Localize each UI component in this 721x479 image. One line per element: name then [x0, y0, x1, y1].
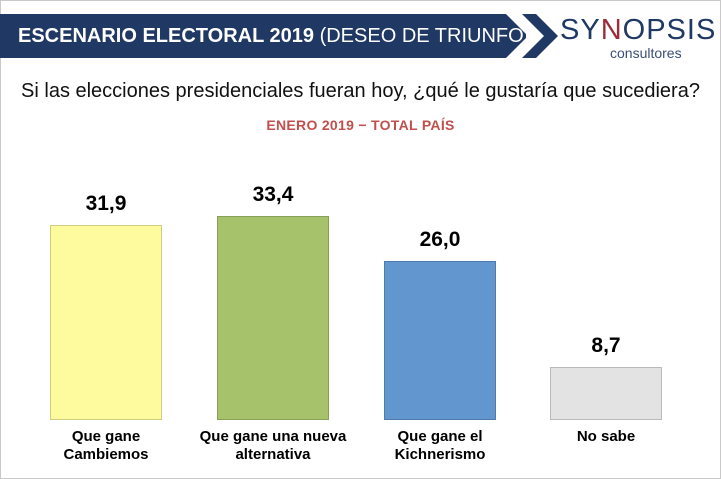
category-label-1-line-0: Que gane una nueva: [199, 428, 347, 445]
company-logo: SYNOPSIS: [560, 14, 716, 46]
category-label-2-line-0: Que gane el: [397, 428, 483, 445]
logo-letter-n: N: [600, 14, 623, 46]
category-label-0: Que gane Cambiemos: [21, 428, 191, 464]
category-label-2: Que gane el Kichnerismo: [355, 428, 525, 464]
category-label-0-line-0: Que gane: [71, 428, 141, 445]
company-logo-subtitle: consultores: [610, 45, 682, 61]
category-label-2-line-1: Kichnerismo: [394, 446, 486, 463]
survey-question: Si las elecciones presidenciales fueran …: [21, 80, 700, 102]
bar-2: [384, 261, 496, 420]
report-title: ESCENARIO ELECTORAL 2019 (DESEO DE TRIUN…: [18, 14, 530, 58]
logo-letters-sy: SY: [560, 14, 601, 46]
category-label-1-line-1: alternativa: [235, 446, 311, 463]
logo-letters-rest: OPSIS: [622, 14, 717, 46]
data-label-0: 31,9: [85, 192, 127, 215]
chevron-right-icon: [506, 14, 558, 58]
category-label-3-line-0: No sabe: [576, 428, 636, 445]
header-banner: ESCENARIO ELECTORAL 2019 (DESEO DE TRIUN…: [0, 14, 530, 58]
bar-3: [550, 367, 662, 420]
data-label-1: 33,4: [252, 183, 294, 206]
category-label-1: Que gane una nueva alternativa: [188, 428, 358, 464]
bar-1: [217, 216, 329, 420]
report-title-sub: (DESEO DE TRIUNFO): [319, 25, 531, 47]
bar-0: [50, 225, 162, 420]
data-label-3: 8,7: [591, 334, 621, 357]
category-label-0-line-1: Cambiemos: [63, 446, 149, 463]
category-label-3: No sabe: [521, 428, 691, 446]
report-title-main: ESCENARIO ELECTORAL 2019: [18, 25, 315, 47]
chart-subtitle: ENERO 2019 − TOTAL PAÍS: [266, 117, 455, 133]
data-label-2: 26,0: [419, 228, 461, 251]
